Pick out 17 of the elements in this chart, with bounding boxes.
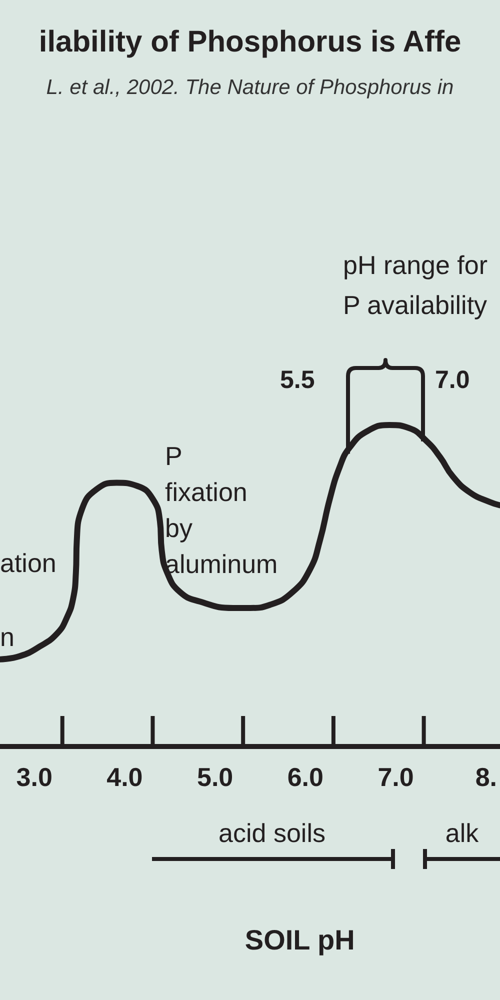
annotation: n xyxy=(0,622,14,652)
text: pH range for P availability xyxy=(343,250,488,320)
x-tick-label: 7.0 xyxy=(378,762,414,792)
x-tick-label: 6.0 xyxy=(287,762,324,792)
annotation: ation xyxy=(0,548,56,578)
annotation: P fixation by aluminum xyxy=(165,441,278,579)
x-axis-title: SOIL pH xyxy=(244,924,355,956)
text: 5.5 xyxy=(280,366,315,394)
text: acid soils xyxy=(218,818,326,848)
chart-title: ilability of Phosphorus is Affe xyxy=(38,26,462,58)
chart-subtitle: L. et al., 2002. The Nature of Phosphorus in xyxy=(46,76,454,99)
x-tick-label: 8. xyxy=(475,762,497,792)
text: 7.0 xyxy=(435,366,470,394)
x-tick-label: 3.0 xyxy=(16,762,52,792)
x-tick-label: 4.0 xyxy=(106,762,143,792)
x-tick-label: 5.0 xyxy=(196,762,234,792)
text: alk xyxy=(445,818,480,848)
